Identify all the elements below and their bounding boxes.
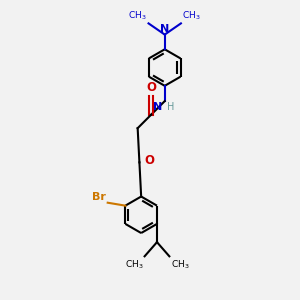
Text: H: H: [167, 102, 174, 112]
Text: CH$_3$: CH$_3$: [128, 10, 147, 22]
Text: O: O: [146, 81, 156, 94]
Text: CH$_3$: CH$_3$: [171, 258, 189, 271]
Text: CH$_3$: CH$_3$: [182, 10, 201, 22]
Text: N: N: [153, 102, 163, 112]
Text: O: O: [145, 154, 155, 167]
Text: Br: Br: [92, 191, 106, 202]
Text: CH$_3$: CH$_3$: [124, 258, 143, 271]
Text: N: N: [160, 24, 169, 34]
